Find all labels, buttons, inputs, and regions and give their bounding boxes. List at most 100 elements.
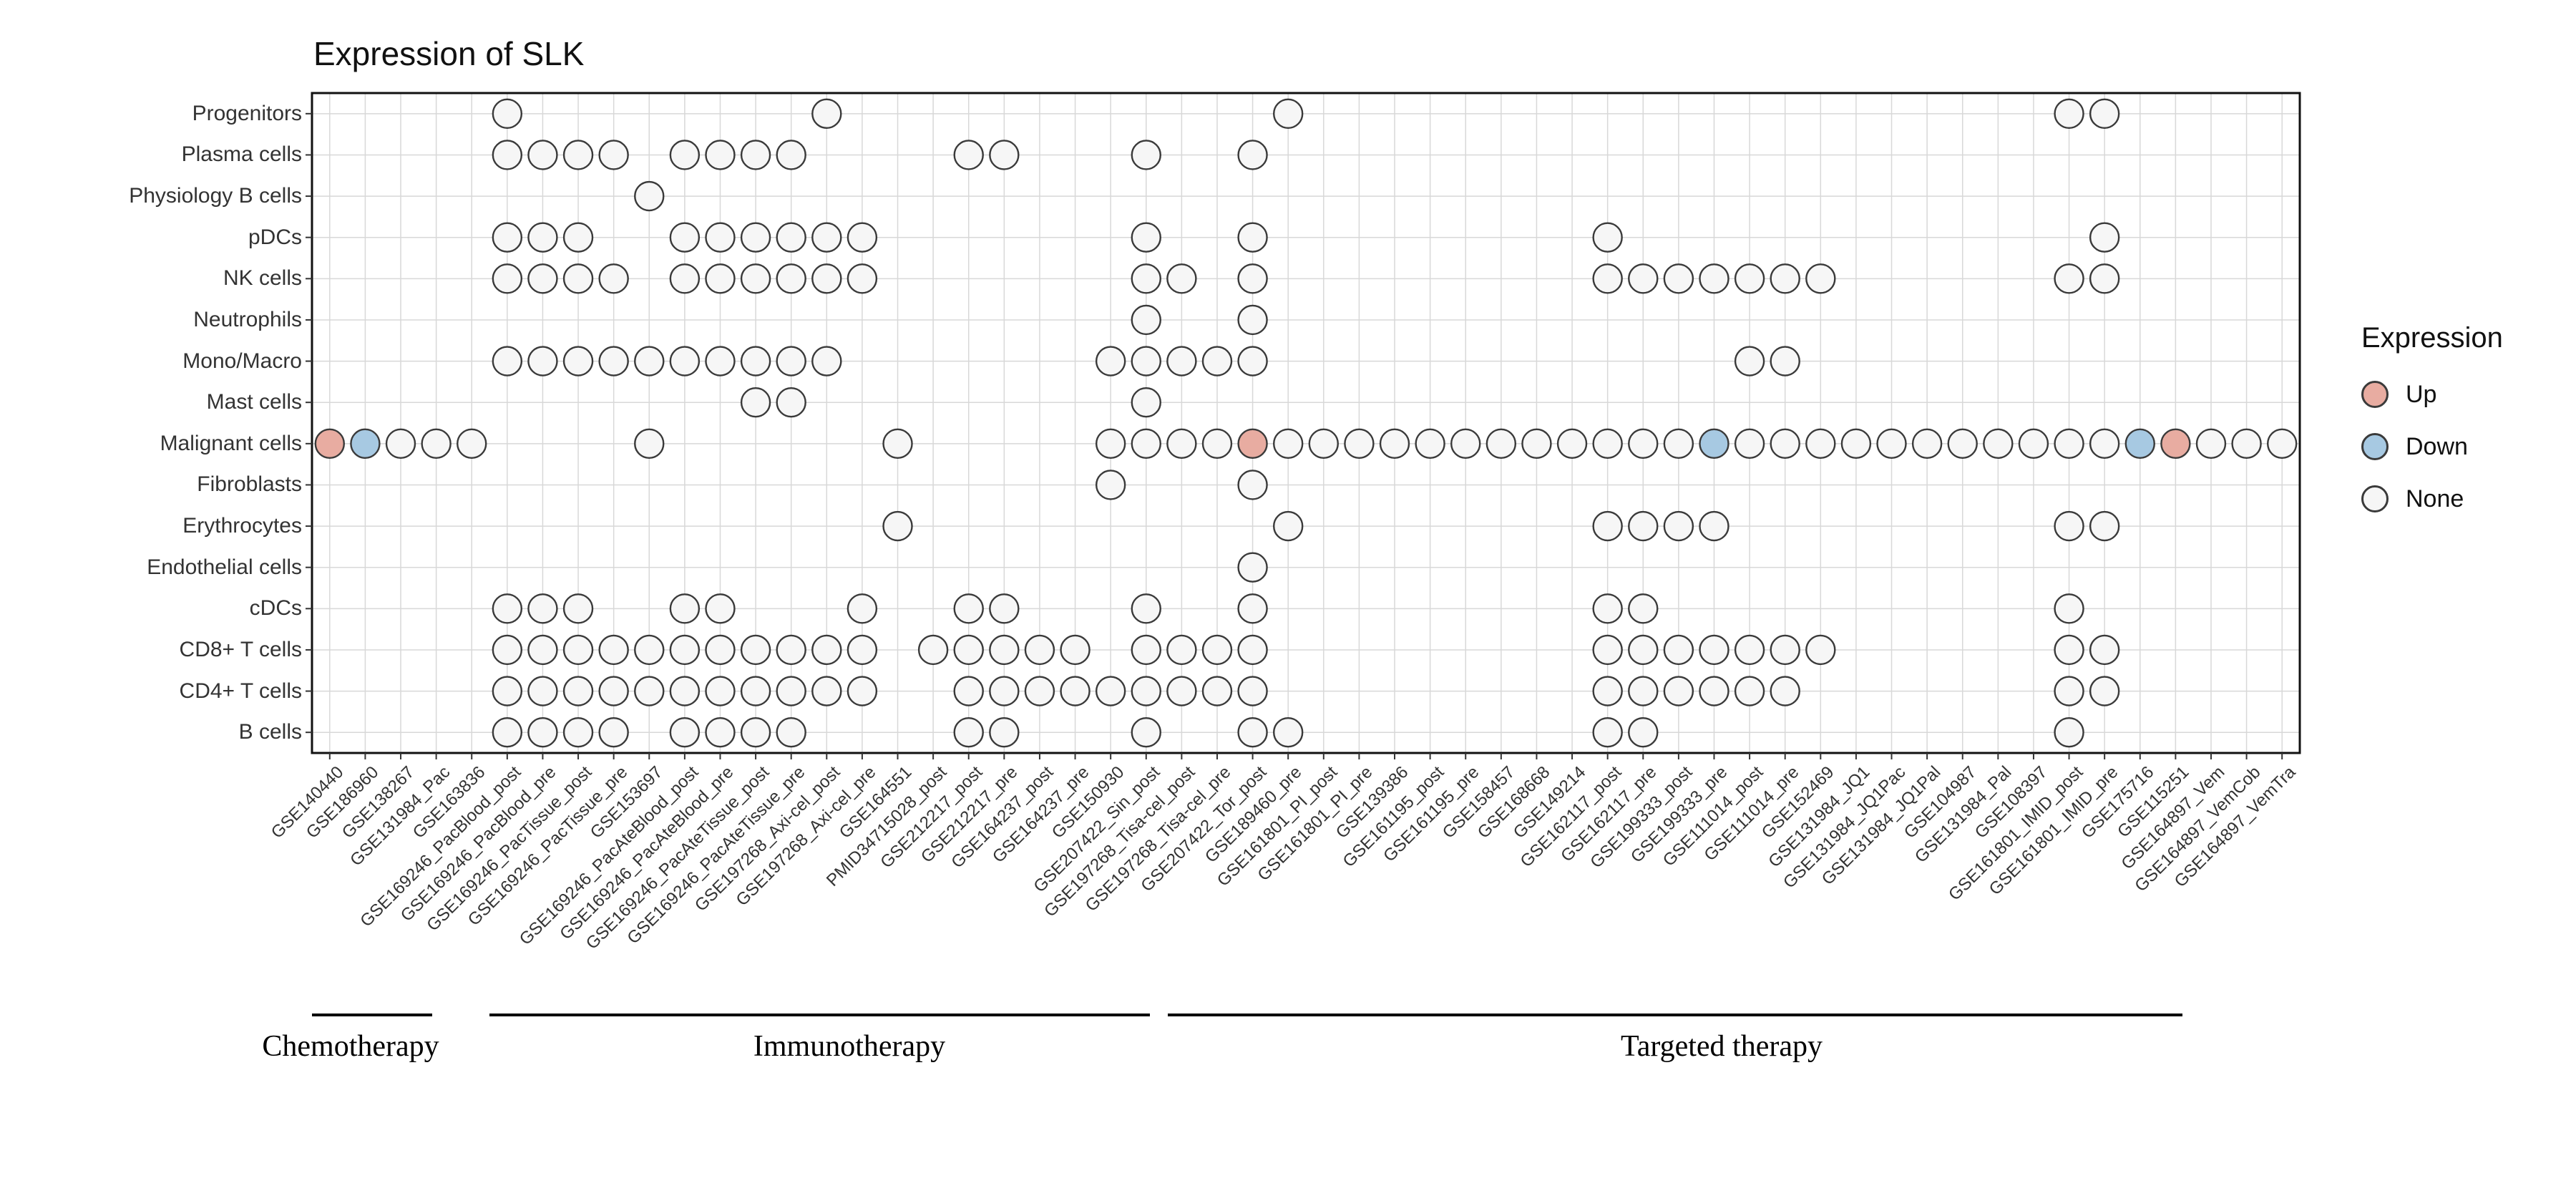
expression-dot-none — [1237, 593, 1268, 624]
y-axis-label: Malignant cells — [160, 431, 302, 455]
expression-dot-none — [1379, 428, 1410, 460]
expression-dot-none — [989, 593, 1020, 624]
panel-border — [311, 92, 2301, 754]
expression-dot-none — [1237, 552, 1268, 583]
expression-dot-none — [527, 593, 558, 624]
expression-dot-none — [2054, 510, 2084, 542]
expression-dot-none — [562, 676, 594, 706]
expression-dot-none — [953, 634, 984, 666]
expression-dot-none — [1131, 346, 1161, 376]
expression-dot-none — [1060, 634, 1091, 666]
expression-dot-none — [562, 346, 594, 376]
y-axis-label: CD8+ T cells — [179, 637, 302, 661]
legend-item-down: Down — [2361, 432, 2503, 461]
expression-dot-down — [1699, 428, 1729, 460]
expression-dot-none — [1166, 263, 1197, 294]
expression-dot-none — [1628, 428, 1659, 460]
expression-dot-none — [2054, 98, 2084, 130]
expression-dot-none — [527, 676, 558, 706]
expression-dot-none — [1734, 676, 1765, 706]
expression-dot-none — [776, 346, 806, 376]
y-axis-label: Progenitors — [192, 101, 302, 125]
expression-dot-none — [1663, 676, 1694, 706]
legend-title: Expression — [2361, 322, 2503, 354]
legend-item-none: None — [2361, 485, 2503, 513]
expression-dot-none — [562, 263, 594, 294]
expression-dot-up — [314, 428, 346, 460]
expression-dot-none — [562, 716, 594, 748]
expression-dot-none — [2089, 428, 2120, 460]
expression-dot-none — [705, 716, 736, 748]
expression-dot-none — [776, 634, 806, 666]
expression-dot-none — [1521, 428, 1552, 460]
expression-dot-none — [953, 676, 984, 706]
expression-dot-none — [457, 428, 487, 460]
expression-dot-none — [1131, 716, 1161, 748]
y-axis-label: NK cells — [223, 266, 302, 291]
expression-dot-none — [1131, 634, 1161, 666]
expression-dot-none — [882, 428, 913, 460]
expression-dot-none — [492, 140, 523, 170]
y-axis-label: Mono/Macro — [182, 349, 302, 373]
expression-dot-none — [1272, 428, 1304, 460]
expression-dot-none — [1237, 346, 1268, 376]
expression-dot-none — [1592, 510, 1623, 542]
expression-dot-none — [1592, 263, 1623, 294]
expression-dot-none — [1095, 470, 1126, 500]
expression-dot-none — [598, 140, 629, 170]
expression-dot-none — [1024, 634, 1055, 666]
expression-dot-none — [740, 222, 771, 253]
expression-dot-none — [598, 716, 629, 748]
expression-dot-none — [1628, 593, 1659, 624]
expression-dot-none — [492, 676, 523, 706]
expression-dot-none — [705, 346, 736, 376]
expression-dot-none — [776, 716, 806, 748]
expression-dot-none — [989, 634, 1020, 666]
expression-dot-none — [2089, 98, 2120, 130]
expression-dot-none — [1911, 428, 1943, 460]
expression-dot-none — [811, 263, 842, 294]
expression-dot-none — [1237, 634, 1268, 666]
expression-dot-none — [2089, 222, 2120, 253]
expression-dot-none — [989, 140, 1020, 170]
expression-dot-none — [527, 346, 558, 376]
expression-dot-none — [634, 634, 665, 666]
y-axis-label: Neutrophils — [193, 307, 302, 331]
expression-dot-none — [527, 222, 558, 253]
expression-dot-none — [1734, 346, 1765, 376]
expression-dot-none — [847, 593, 878, 624]
expression-dot-none — [1060, 676, 1091, 706]
expression-dot-none — [1592, 222, 1623, 253]
legend-label-none: None — [2406, 485, 2464, 512]
expression-dot-none — [2054, 716, 2084, 748]
expression-dot-none — [811, 634, 842, 666]
group-label: Immunotherapy — [753, 1030, 946, 1063]
expression-dot-none — [1450, 428, 1481, 460]
expression-dot-none — [740, 387, 771, 418]
none-dot-icon — [2361, 485, 2389, 512]
down-dot-icon — [2361, 433, 2389, 460]
expression-dot-none — [1131, 140, 1161, 170]
expression-dot-none — [2054, 593, 2084, 624]
legend-label-down: Down — [2406, 432, 2468, 460]
expression-dot-none — [953, 716, 984, 748]
group-label: Chemotherapy — [262, 1030, 439, 1063]
expression-dot-none — [1095, 428, 1126, 460]
expression-dot-none — [527, 634, 558, 666]
y-axis-label: CD4+ T cells — [179, 679, 302, 703]
expression-dot-none — [1237, 716, 1268, 748]
expression-dot-none — [1308, 428, 1340, 460]
expression-dot-up — [1237, 428, 1268, 460]
expression-dot-none — [1770, 263, 1800, 294]
expression-dot-none — [1663, 510, 1694, 542]
expression-dot-none — [1983, 428, 2014, 460]
expression-dot-none — [1131, 387, 1161, 418]
expression-dot-none — [1628, 716, 1659, 748]
expression-dot-none — [1628, 263, 1659, 294]
expression-dot-down — [2124, 428, 2155, 460]
expression-dot-none — [1131, 428, 1161, 460]
y-axis-label: cDCs — [249, 596, 302, 621]
y-axis-label: Physiology B cells — [129, 184, 302, 208]
expression-dot-up — [2160, 428, 2191, 460]
expression-dot-none — [2089, 634, 2120, 666]
